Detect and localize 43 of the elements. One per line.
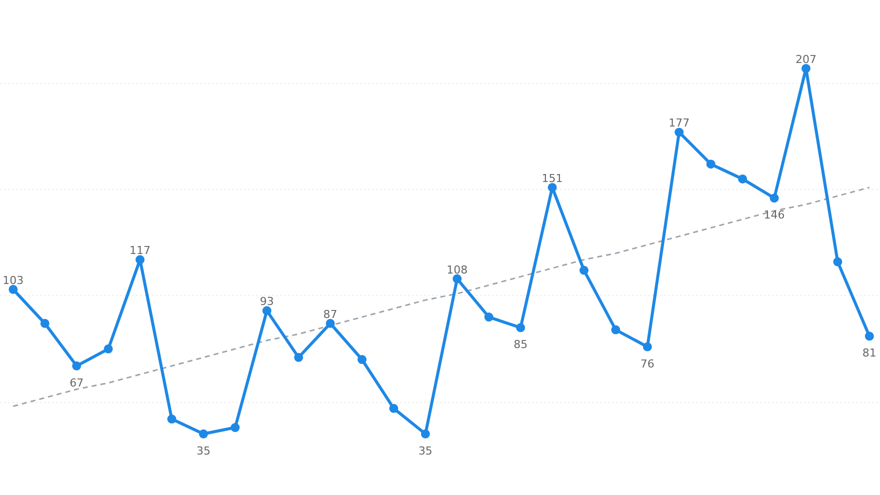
point	[262, 306, 272, 316]
point	[167, 414, 176, 424]
point	[8, 284, 18, 294]
point	[484, 312, 494, 322]
point	[389, 404, 398, 413]
point	[104, 344, 113, 354]
data-label: 108	[446, 263, 468, 276]
point	[326, 318, 335, 328]
point	[294, 352, 304, 362]
data-label: 177	[668, 116, 690, 130]
data-label: 207	[795, 52, 816, 66]
point	[230, 423, 240, 432]
data-label: 35	[196, 444, 210, 458]
data-label: 67	[70, 376, 84, 390]
point	[770, 194, 779, 203]
data-label: 87	[323, 308, 338, 321]
point	[738, 174, 748, 184]
data-label: 151	[542, 172, 563, 185]
point	[40, 318, 50, 328]
point	[579, 266, 588, 275]
data-label: 76	[640, 357, 654, 370]
point	[706, 160, 716, 169]
point	[136, 255, 145, 264]
point	[548, 182, 557, 192]
data-label: 146	[764, 208, 785, 222]
point	[516, 323, 526, 332]
point	[358, 355, 367, 364]
data-label: 85	[514, 338, 528, 352]
data-label: 81	[862, 346, 876, 360]
point	[864, 332, 874, 341]
point	[72, 361, 82, 370]
point	[420, 429, 430, 438]
data-label: 103	[2, 274, 24, 287]
point	[801, 64, 810, 73]
point	[452, 274, 462, 284]
point	[642, 342, 652, 352]
data-label: 35	[418, 444, 432, 458]
point	[833, 257, 842, 266]
point	[198, 429, 208, 438]
data-label: 93	[260, 295, 274, 308]
data-label: 117	[130, 244, 151, 258]
point	[611, 325, 620, 334]
point	[674, 128, 684, 137]
